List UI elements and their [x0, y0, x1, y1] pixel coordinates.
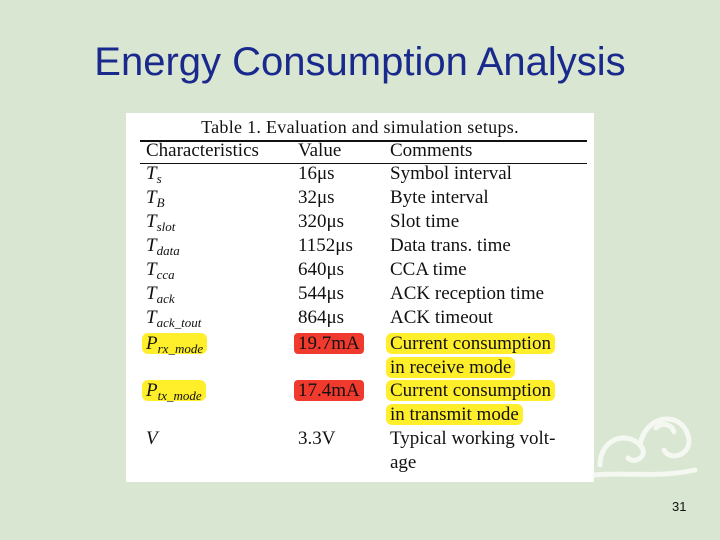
row-comment: ACK reception time: [390, 283, 545, 304]
row-value: 32μs: [298, 187, 335, 208]
row-comment: Typical working volt-: [390, 428, 556, 449]
column-header-characteristics: Characteristics: [146, 140, 259, 161]
row-value: 320μs: [298, 211, 345, 232]
row-symbol: Ptx_mode: [142, 380, 206, 407]
row-comment: Symbol interval: [390, 163, 512, 184]
row-comment: Current consumption: [386, 380, 555, 402]
cloud-ornament-icon: [592, 416, 698, 478]
row-symbol: TB: [146, 187, 165, 210]
row-comment: CCA time: [390, 259, 467, 280]
row-comment: Slot time: [390, 211, 460, 232]
row-comment-continued: age: [390, 452, 417, 473]
column-header-comments: Comments: [390, 140, 473, 161]
table-top-rule: [140, 140, 587, 142]
row-value: 864μs: [298, 307, 345, 328]
row-value: 544μs: [298, 283, 345, 304]
row-symbol: V: [146, 428, 158, 449]
row-symbol: Tack_tout: [146, 307, 202, 330]
row-comment-continued: in transmit mode: [386, 404, 523, 426]
row-value: 640μs: [298, 259, 345, 280]
row-comment: Byte interval: [390, 187, 489, 208]
row-value: 19.7mA: [294, 333, 364, 355]
row-comment: Data trans. time: [390, 235, 511, 256]
row-comment-continued: in receive mode: [386, 357, 516, 379]
row-value: 16μs: [298, 163, 335, 184]
row-comment: Current consumption: [386, 333, 555, 355]
row-symbol: Prx_mode: [142, 333, 208, 360]
row-symbol: Tdata: [146, 235, 180, 258]
row-comment: ACK timeout: [390, 307, 493, 328]
page-number: 31: [672, 499, 687, 514]
row-symbol: Tcca: [146, 259, 175, 282]
column-header-value: Value: [298, 140, 342, 161]
row-symbol: Ts: [146, 163, 162, 186]
slide-title: Energy Consumption Analysis: [94, 40, 626, 84]
table-caption: Table 1. Evaluation and simulation setup…: [201, 117, 519, 137]
table-header-rule: [140, 163, 587, 164]
row-value: 17.4mA: [294, 380, 364, 402]
row-symbol: Tack: [146, 283, 175, 306]
row-value: 1152μs: [298, 235, 353, 256]
table-image: Table 1. Evaluation and simulation setup…: [126, 113, 594, 482]
row-symbol: Tslot: [146, 211, 176, 234]
row-value: 3.3V: [298, 428, 336, 449]
